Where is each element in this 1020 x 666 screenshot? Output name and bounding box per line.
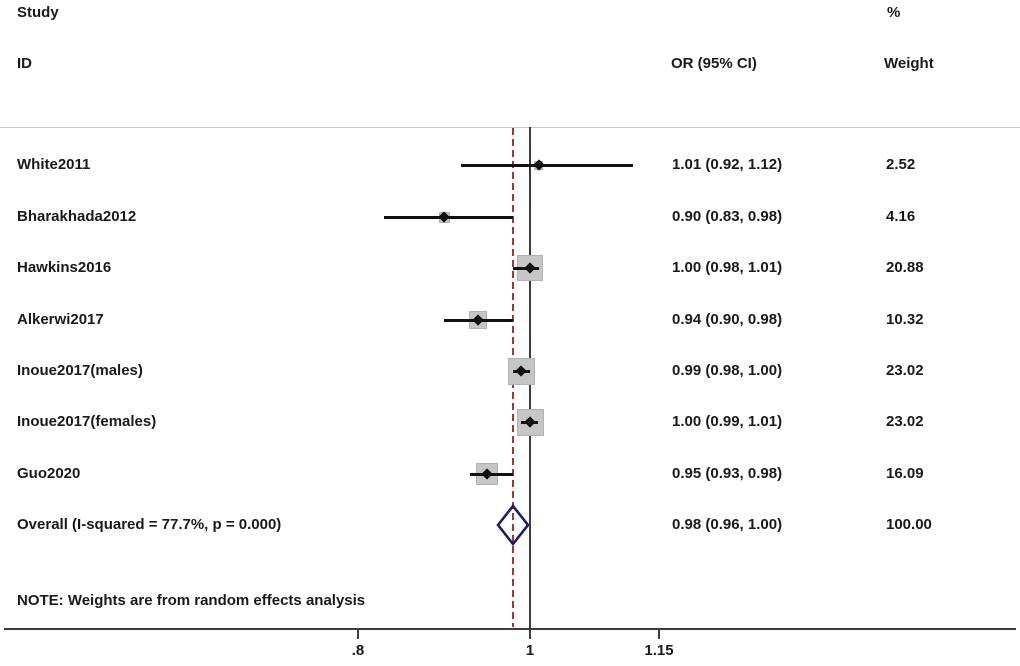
or-ci-value: 0.95 (0.93, 0.98) bbox=[672, 465, 783, 482]
x-axis-tick bbox=[357, 630, 359, 639]
overall-diamond bbox=[496, 504, 530, 546]
x-axis-tick bbox=[658, 630, 660, 639]
ci-line bbox=[461, 164, 633, 167]
study-label: Alkerwi2017 bbox=[17, 311, 104, 328]
column-header-study: Study bbox=[17, 4, 59, 21]
weight-value: 2.52 bbox=[886, 156, 916, 173]
or-ci-value: 0.90 (0.83, 0.98) bbox=[672, 208, 783, 225]
column-header-percent: % bbox=[887, 4, 901, 21]
overall-label: Overall (I-squared = 77.7%, p = 0.000) bbox=[17, 516, 282, 533]
weight-square-marker bbox=[508, 358, 535, 385]
x-axis-line bbox=[4, 628, 1016, 630]
or-ci-value: 1.01 (0.92, 1.12) bbox=[672, 156, 783, 173]
weight-value: 16.09 bbox=[886, 465, 924, 482]
or-ci-value: 1.00 (0.98, 1.01) bbox=[672, 259, 783, 276]
study-label: Hawkins2016 bbox=[17, 259, 112, 276]
weight-value: 23.02 bbox=[886, 362, 924, 379]
weight-value: 20.88 bbox=[886, 259, 924, 276]
x-axis-tick-label: 1.15 bbox=[644, 642, 674, 659]
overall-or-ci-value: 0.98 (0.96, 1.00) bbox=[672, 516, 783, 533]
header-separator-line bbox=[0, 127, 1020, 128]
note-text: NOTE: Weights are from random effects an… bbox=[17, 592, 366, 609]
study-label: White2011 bbox=[17, 156, 91, 173]
weight-value: 23.02 bbox=[886, 413, 924, 430]
or-ci-value: 0.94 (0.90, 0.98) bbox=[672, 311, 783, 328]
x-axis-tick-label: 1 bbox=[525, 642, 535, 659]
x-axis-tick-label: .8 bbox=[351, 642, 365, 659]
column-header-id: ID bbox=[17, 55, 32, 72]
overall-weight-value: 100.00 bbox=[886, 516, 932, 533]
x-axis-tick bbox=[529, 630, 531, 639]
study-label: Bharakhada2012 bbox=[17, 208, 137, 225]
study-label: Guo2020 bbox=[17, 465, 81, 482]
column-header-weight: Weight bbox=[884, 55, 934, 72]
overall-diamond-shape bbox=[496, 504, 530, 546]
weight-value: 10.32 bbox=[886, 311, 924, 328]
or-ci-value: 1.00 (0.99, 1.01) bbox=[672, 413, 783, 430]
or-ci-value: 0.99 (0.98, 1.00) bbox=[672, 362, 783, 379]
study-label: Inoue2017(males) bbox=[17, 362, 143, 379]
study-label: Inoue2017(females) bbox=[17, 413, 157, 430]
column-header-or-ci: OR (95% CI) bbox=[671, 55, 757, 72]
weight-value: 4.16 bbox=[886, 208, 916, 225]
